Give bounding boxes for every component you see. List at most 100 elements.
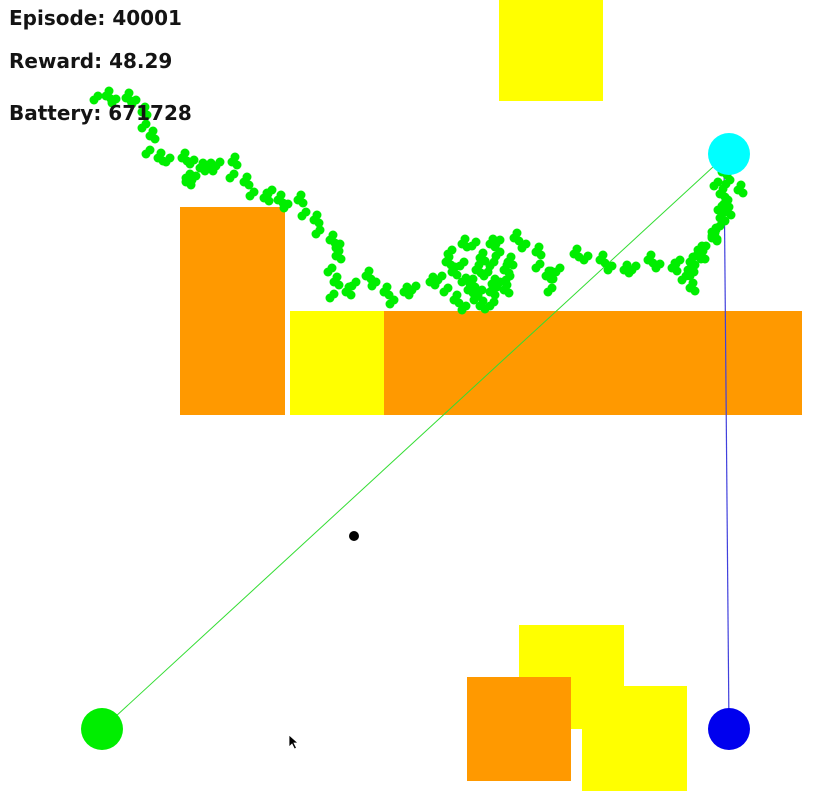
obstacle-yellow-top bbox=[499, 0, 603, 101]
trail-dot bbox=[709, 181, 719, 191]
trail-dot bbox=[347, 281, 357, 291]
trail-dot bbox=[672, 266, 682, 276]
trail-dot bbox=[455, 261, 465, 271]
trail-dot bbox=[502, 260, 512, 270]
trail-dot bbox=[457, 277, 467, 287]
trail-dot bbox=[600, 258, 610, 268]
trail-dot bbox=[156, 148, 166, 158]
trail-dot bbox=[531, 263, 541, 273]
trail-dot bbox=[230, 152, 240, 162]
trail-dot bbox=[244, 180, 254, 190]
trail-dot bbox=[492, 282, 502, 292]
trail-dot bbox=[312, 210, 322, 220]
obstacle-yellow-middle bbox=[290, 311, 386, 415]
trail-dot bbox=[311, 229, 321, 239]
trail-dot bbox=[454, 298, 464, 308]
trail-dot bbox=[127, 99, 137, 109]
trail-dot bbox=[89, 95, 99, 105]
trail-dot bbox=[579, 255, 589, 265]
trail-dot bbox=[334, 246, 344, 256]
trail-dot bbox=[468, 274, 478, 284]
trail-dot bbox=[514, 236, 524, 246]
trail-dot bbox=[721, 179, 731, 189]
trail-dot bbox=[683, 265, 693, 275]
trail-dot bbox=[232, 160, 242, 170]
trail-dot bbox=[536, 250, 546, 260]
trail-dot bbox=[710, 226, 720, 236]
trail-dot bbox=[107, 98, 117, 108]
trail-dot bbox=[490, 274, 500, 284]
trail-dot bbox=[598, 250, 608, 260]
trail-dot bbox=[364, 266, 374, 276]
trail-dot bbox=[502, 280, 512, 290]
trail-dot bbox=[161, 157, 171, 167]
trail-dot bbox=[142, 110, 152, 120]
trail-dot bbox=[279, 203, 289, 213]
trail-dot bbox=[651, 263, 661, 273]
trail-dot bbox=[506, 252, 516, 262]
trail-dot bbox=[548, 274, 558, 284]
trail-dot bbox=[150, 134, 160, 144]
goal-line bbox=[101, 154, 727, 730]
trail-dot bbox=[332, 272, 342, 282]
trail-dot bbox=[603, 265, 613, 275]
trail-dot bbox=[443, 249, 453, 259]
trail-dot bbox=[148, 126, 158, 136]
trail-dot bbox=[180, 148, 190, 158]
trail-dot bbox=[314, 218, 324, 228]
obstacle-orange-left bbox=[180, 207, 285, 415]
trail-dot bbox=[367, 281, 377, 291]
trail-dot bbox=[470, 282, 480, 292]
trail-dot bbox=[297, 211, 307, 221]
trajectory-trail bbox=[89, 86, 748, 315]
trail-dot bbox=[504, 288, 514, 298]
trail-dot bbox=[124, 88, 134, 98]
trail-dot bbox=[452, 290, 462, 300]
trail-dot bbox=[334, 280, 344, 290]
trail-dot bbox=[467, 241, 477, 251]
trail-dot bbox=[473, 289, 483, 299]
trail-dot bbox=[433, 275, 443, 285]
trail-dot bbox=[276, 190, 286, 200]
trail-dot bbox=[690, 286, 700, 296]
trail-dot bbox=[491, 239, 501, 249]
reward-readout: Reward: 48.29 bbox=[9, 49, 173, 73]
trail-dot bbox=[141, 149, 151, 159]
mouse-pointer-icon bbox=[288, 734, 300, 750]
trail-dot bbox=[346, 290, 356, 300]
trail-dot bbox=[517, 243, 527, 253]
trail-dot bbox=[478, 248, 488, 258]
trail-dot bbox=[137, 123, 147, 133]
trail-dot bbox=[677, 275, 687, 285]
trail-dot bbox=[713, 205, 723, 215]
obstacle-yellow-bottom-lower bbox=[582, 686, 687, 791]
trail-dot bbox=[296, 190, 306, 200]
trail-dot bbox=[242, 172, 252, 182]
trail-dot bbox=[479, 271, 489, 281]
charger-circle bbox=[708, 708, 750, 750]
trail-dot bbox=[264, 196, 274, 206]
trail-dot bbox=[512, 228, 522, 238]
trail-dot bbox=[534, 242, 544, 252]
trail-dot bbox=[328, 230, 338, 240]
trail-dot bbox=[457, 305, 467, 315]
trail-dot bbox=[572, 244, 582, 254]
trail-dot bbox=[543, 287, 553, 297]
trail-dot bbox=[738, 188, 748, 198]
trail-dot bbox=[460, 234, 470, 244]
trail-dot bbox=[627, 265, 637, 275]
trail-dot bbox=[474, 260, 484, 270]
trail-dot bbox=[211, 161, 221, 171]
goal-circle bbox=[81, 708, 123, 750]
trail-dot bbox=[385, 299, 395, 309]
obstacle-orange-long bbox=[384, 311, 802, 415]
trail-dot bbox=[694, 246, 704, 256]
trail-dot bbox=[671, 259, 681, 269]
battery-readout: Battery: 671728 bbox=[9, 101, 192, 125]
marker-dot bbox=[349, 531, 359, 541]
trail-dot bbox=[298, 198, 308, 208]
trail-dot bbox=[724, 202, 734, 212]
trail-dot bbox=[225, 173, 235, 183]
trail-dot bbox=[325, 293, 335, 303]
